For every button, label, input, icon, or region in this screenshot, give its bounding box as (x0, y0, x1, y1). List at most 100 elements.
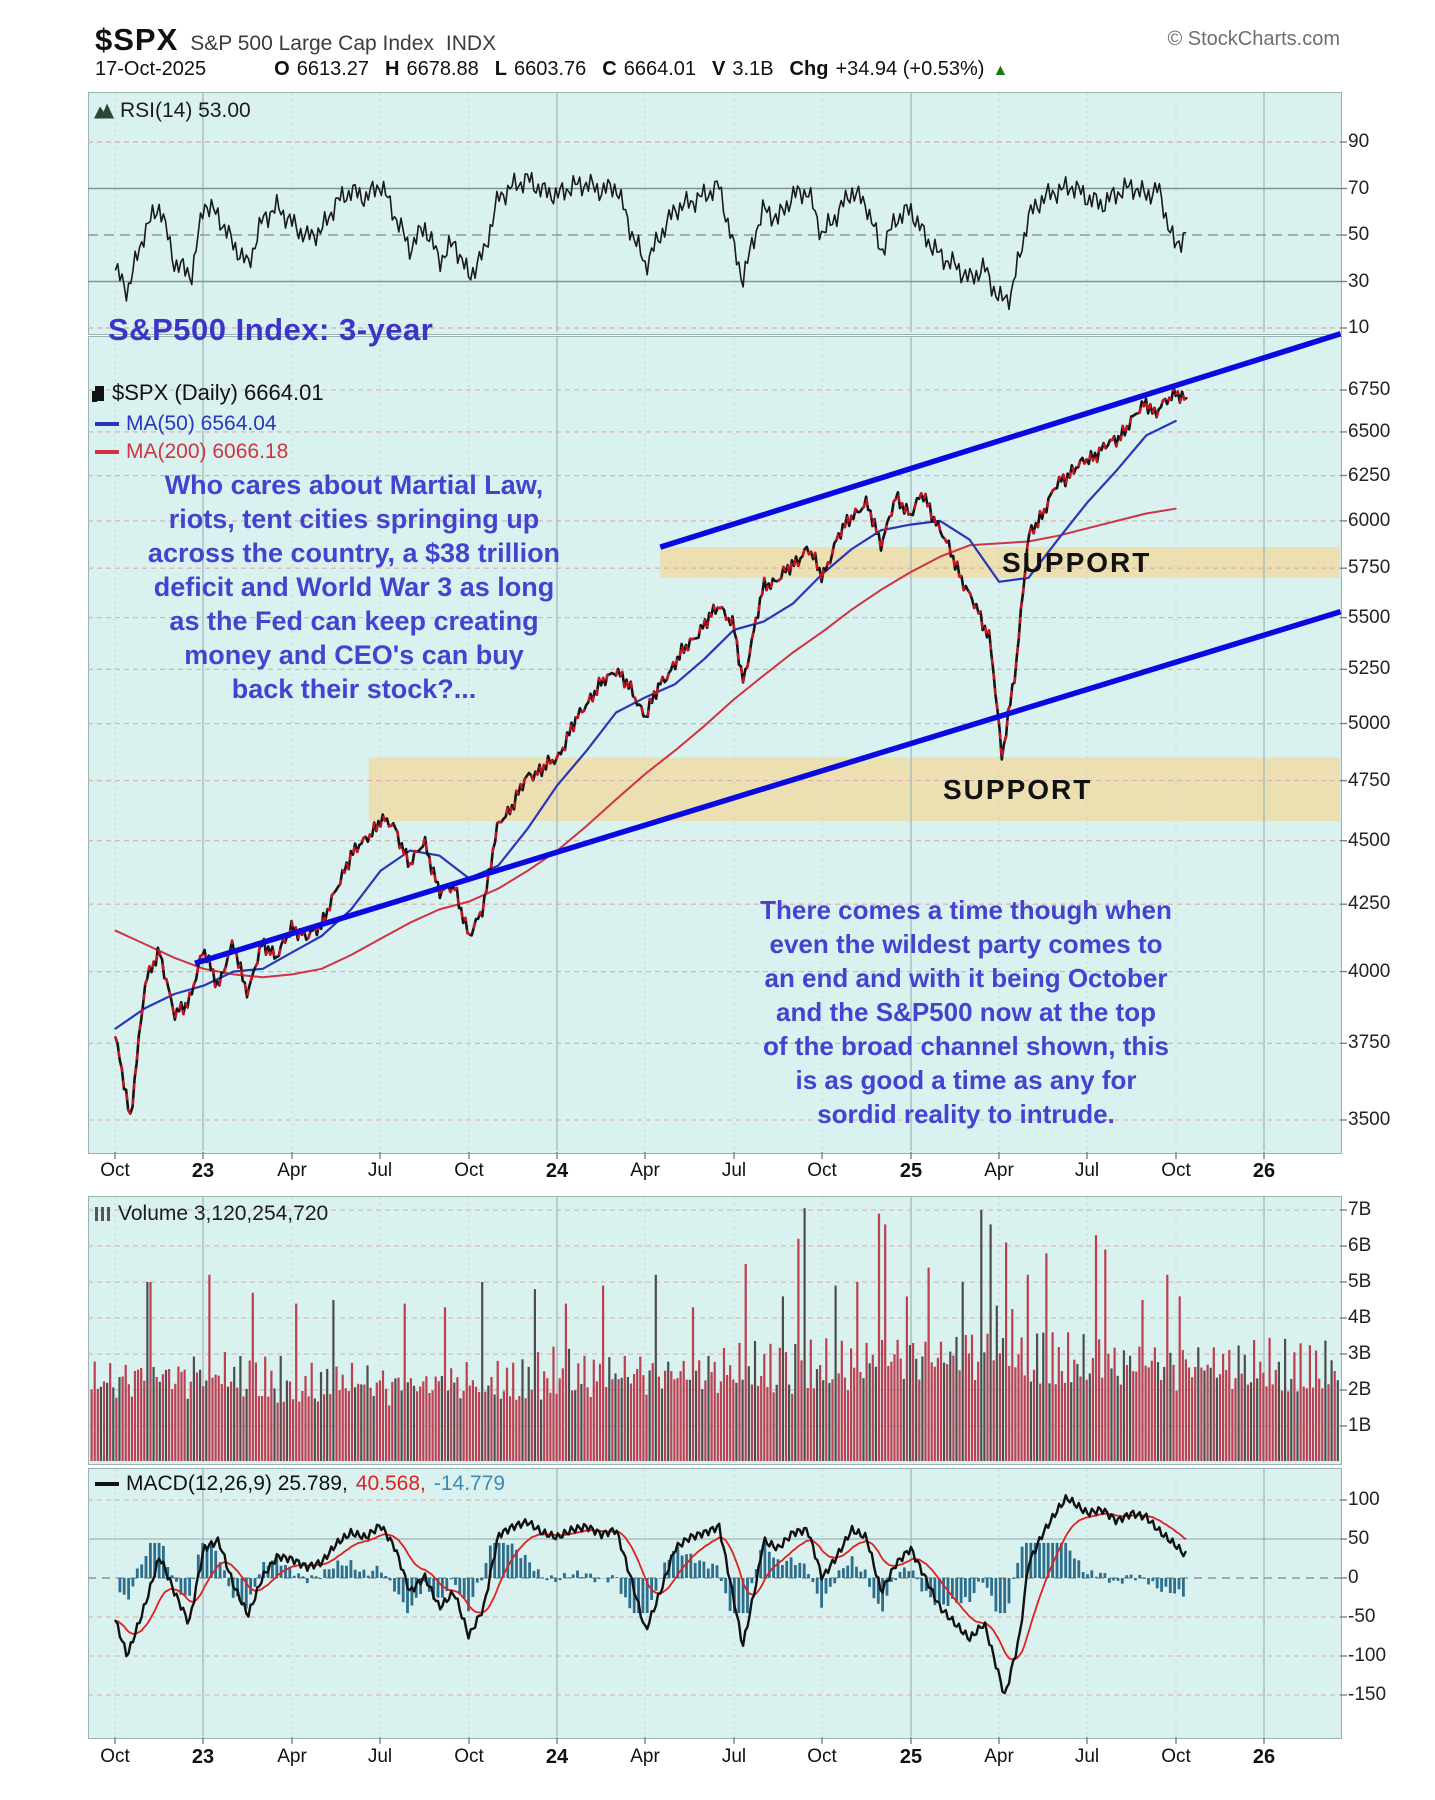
x-axis-label: Oct (807, 1160, 837, 1181)
ma50-legend: MA(50) 6564.04 (126, 412, 277, 435)
macd-line-icon (95, 1482, 119, 1486)
x-axis-label: Jul (367, 1746, 393, 1767)
close-value: 6664.01 (623, 58, 697, 80)
axis-label: -150 (1348, 1684, 1387, 1705)
x-axis-label: 26 (1252, 1746, 1276, 1768)
axis-label: 50 (1348, 1528, 1370, 1549)
mountain-icon (94, 103, 114, 119)
ticker-name: S&P 500 Large Cap Index (190, 32, 434, 55)
axis-label: 6B (1348, 1235, 1372, 1256)
axis-label: -50 (1348, 1606, 1376, 1627)
axis-label: 3500 (1348, 1109, 1391, 1130)
quote-date: 17-Oct-2025 (95, 58, 207, 80)
x-axis-label: 23 (191, 1746, 215, 1768)
axis-label: 5000 (1348, 712, 1391, 734)
candlestick-icon (95, 385, 104, 401)
low-label: L (494, 58, 507, 80)
x-axis-label: Jul (1074, 1160, 1100, 1181)
rsi-label: RSI(14) 53.00 (120, 99, 251, 122)
ma50-legend-row: MA(50) 6564.04 (95, 412, 277, 436)
axis-label: 5250 (1348, 658, 1391, 680)
axis-label: 3B (1348, 1343, 1372, 1364)
axis-label: 4500 (1348, 829, 1391, 851)
axis-label: 5500 (1348, 606, 1391, 628)
x-axis-label: Apr (630, 1746, 660, 1767)
open-label: O (274, 58, 290, 80)
x-axis-label: Jul (721, 1160, 747, 1181)
copyright: © StockCharts.com (1167, 28, 1340, 50)
axis-label: 4000 (1348, 960, 1391, 982)
spx-legend: $SPX (Daily) 6664.01 (112, 380, 324, 405)
quote-row: 17-Oct-2025 O 6613.27 H 6678.88 L 6603.7… (95, 58, 1008, 81)
axis-label: 4250 (1348, 893, 1391, 915)
x-axis-label: Apr (984, 1746, 1014, 1767)
x-axis-label: Oct (807, 1746, 837, 1767)
macd-signal-value: 40.568, (355, 1472, 426, 1495)
x-axis-label: 23 (191, 1160, 215, 1182)
axis-label: 3750 (1348, 1032, 1391, 1054)
x-axis-label: Apr (277, 1746, 307, 1767)
x-axis-label: Jul (367, 1160, 393, 1181)
open-value: 6613.27 (296, 58, 370, 80)
chart-header: $SPX S&P 500 Large Cap Index INDX (95, 22, 496, 58)
ma50-line-icon (95, 422, 119, 426)
up-arrow-icon: ▲ (992, 62, 1009, 79)
volume-bars-icon (95, 1207, 111, 1221)
annotation-1: Who cares about Martial Law, riots, tent… (147, 470, 561, 704)
ma200-legend-row: MA(200) 6066.18 (95, 440, 288, 464)
x-axis-label: Apr (630, 1160, 660, 1181)
axis-label: 4750 (1348, 769, 1391, 791)
axis-label: 90 (1348, 131, 1370, 152)
support-label-upper: SUPPORT (1002, 547, 1152, 578)
ticker-symbol: $SPX (95, 22, 179, 57)
axis-label: 50 (1348, 224, 1370, 245)
ticker-exchange: INDX (445, 32, 497, 55)
x-axis-label: Apr (984, 1160, 1014, 1181)
x-axis-label: Apr (277, 1160, 307, 1181)
macd-label: MACD(12,26,9) 25.789, (126, 1472, 348, 1495)
x-axis-label: Oct (100, 1160, 130, 1181)
high-label: H (385, 58, 400, 80)
axis-label: 1B (1348, 1415, 1372, 1436)
axis-label: 6000 (1348, 509, 1391, 531)
high-value: 6678.88 (406, 58, 479, 80)
axis-label: 6750 (1348, 378, 1391, 400)
x-axis-label: 25 (899, 1746, 923, 1768)
x-axis-label: 26 (1252, 1160, 1276, 1182)
axis-label: 30 (1348, 270, 1370, 292)
axis-label: 5750 (1348, 557, 1391, 579)
x-axis-label: Oct (454, 1746, 484, 1767)
x-axis-label: 24 (545, 1746, 569, 1768)
close-label: C (602, 58, 617, 80)
x-axis-label: Jul (1074, 1746, 1100, 1767)
change-value: +34.94 (+0.53%) (835, 58, 985, 80)
x-axis-label: Oct (100, 1746, 130, 1767)
rsi-legend-row: RSI(14) 53.00 (94, 99, 251, 123)
low-value: 6603.76 (514, 58, 587, 80)
ma200-legend: MA(200) 6066.18 (126, 440, 289, 463)
axis-label: 7B (1348, 1199, 1372, 1220)
axis-label: 70 (1348, 177, 1370, 199)
volume-legend-row: Volume 3,120,254,720 (95, 1202, 328, 1226)
axis-label: 5B (1348, 1271, 1372, 1292)
macd-legend-row: MACD(12,26,9) 25.789, 40.568, -14.779 (95, 1472, 505, 1496)
axis-label: 0 (1348, 1567, 1359, 1588)
volume-label-short: V (712, 58, 726, 80)
axis-label: 2B (1348, 1379, 1372, 1400)
axis-label: 6250 (1348, 464, 1391, 486)
x-axis-label: Oct (1161, 1160, 1191, 1181)
chart-title: S&P500 Index: 3-year (108, 312, 434, 347)
macd-hist-value: -14.779 (433, 1472, 506, 1495)
volume-panel (88, 1196, 1342, 1465)
x-axis-label: 25 (899, 1160, 923, 1182)
spx-legend-row: $SPX (Daily) 6664.01 (95, 380, 324, 406)
x-axis-label: Oct (454, 1160, 484, 1181)
x-axis-label: Oct (1161, 1746, 1191, 1767)
annotation-2: There comes a time though when even the … (760, 895, 1172, 1129)
axis-label: 100 (1348, 1489, 1380, 1510)
ma200-line-icon (95, 450, 119, 454)
x-axis-label: 24 (545, 1160, 569, 1182)
macd-panel (88, 1468, 1342, 1739)
axis-label: -100 (1348, 1645, 1387, 1666)
axis-label: 6500 (1348, 420, 1391, 442)
